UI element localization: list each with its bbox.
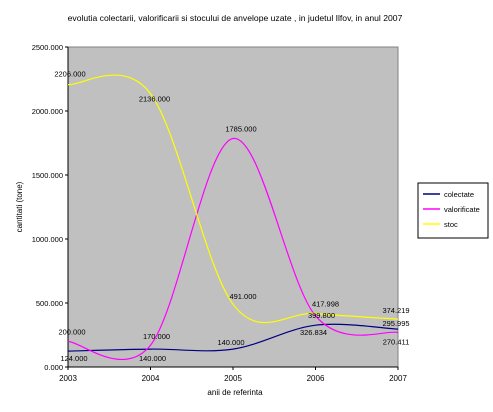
- data-label-stoc: 374.219: [382, 306, 409, 315]
- legend: colectate valorificate stoc: [417, 182, 489, 239]
- x-tick-label: 2005: [224, 374, 242, 383]
- plot-area: [67, 46, 399, 368]
- data-label-stoc: 491.000: [229, 292, 256, 301]
- y-tick-label: 2000.000: [32, 107, 63, 116]
- chart-title: evolutia colectarii, valorificarii si st…: [68, 13, 403, 23]
- series-line-colectate: [67, 323, 399, 352]
- y-tick-label: 500.000: [36, 299, 63, 308]
- series-lines: [67, 74, 399, 360]
- data-label-colectate: 124.000: [60, 354, 87, 363]
- y-tick-label: 0.000: [44, 363, 63, 372]
- x-tick-label: 2004: [142, 374, 160, 383]
- data-label-colectate: 140.000: [139, 354, 166, 363]
- data-label-stoc: 2206.000: [54, 70, 85, 79]
- data-label-stoc: 417.998: [312, 299, 339, 308]
- x-axis-title: anii de referinta: [207, 388, 263, 397]
- data-label-valorificate: 399.800: [308, 311, 335, 320]
- y-axis: 0.000 500.000 1000.000 1500.000 2000.000 2500…: [32, 43, 69, 372]
- data-label-colectate: 326.834: [300, 328, 327, 337]
- y-tick-label: 2500.000: [32, 43, 63, 52]
- data-label-stoc: 2136.000: [139, 95, 170, 104]
- y-tick-label: 1000.000: [32, 235, 63, 244]
- data-labels: 124.000 140.000 140.000 326.834 295.995 200.0…: [54, 70, 409, 363]
- series-line-valorificate: [67, 137, 399, 360]
- data-label-colectate: 295.995: [382, 319, 409, 328]
- x-tick-label: 2007: [389, 374, 407, 383]
- y-axis-title: cantitati (tone): [15, 181, 24, 232]
- data-label-colectate: 140.000: [217, 338, 244, 347]
- data-label-valorificate: 1785.000: [225, 125, 256, 134]
- y-tick-label: 1500.000: [32, 171, 63, 180]
- legend-label-colectate: colectate: [444, 190, 474, 199]
- x-axis: 2003 2004 2005 2006 2007: [59, 366, 407, 383]
- x-tick-label: 2006: [307, 374, 325, 383]
- data-label-valorificate: 270.411: [383, 337, 410, 346]
- data-label-valorificate: 170.000: [143, 332, 170, 341]
- legend-label-valorificate: valorificate: [444, 205, 480, 214]
- legend-box: [417, 182, 489, 239]
- x-tick-label: 2003: [59, 374, 77, 383]
- legend-label-stoc: stoc: [444, 220, 458, 229]
- series-line-stoc: [67, 74, 399, 324]
- data-label-valorificate: 200.000: [58, 327, 85, 336]
